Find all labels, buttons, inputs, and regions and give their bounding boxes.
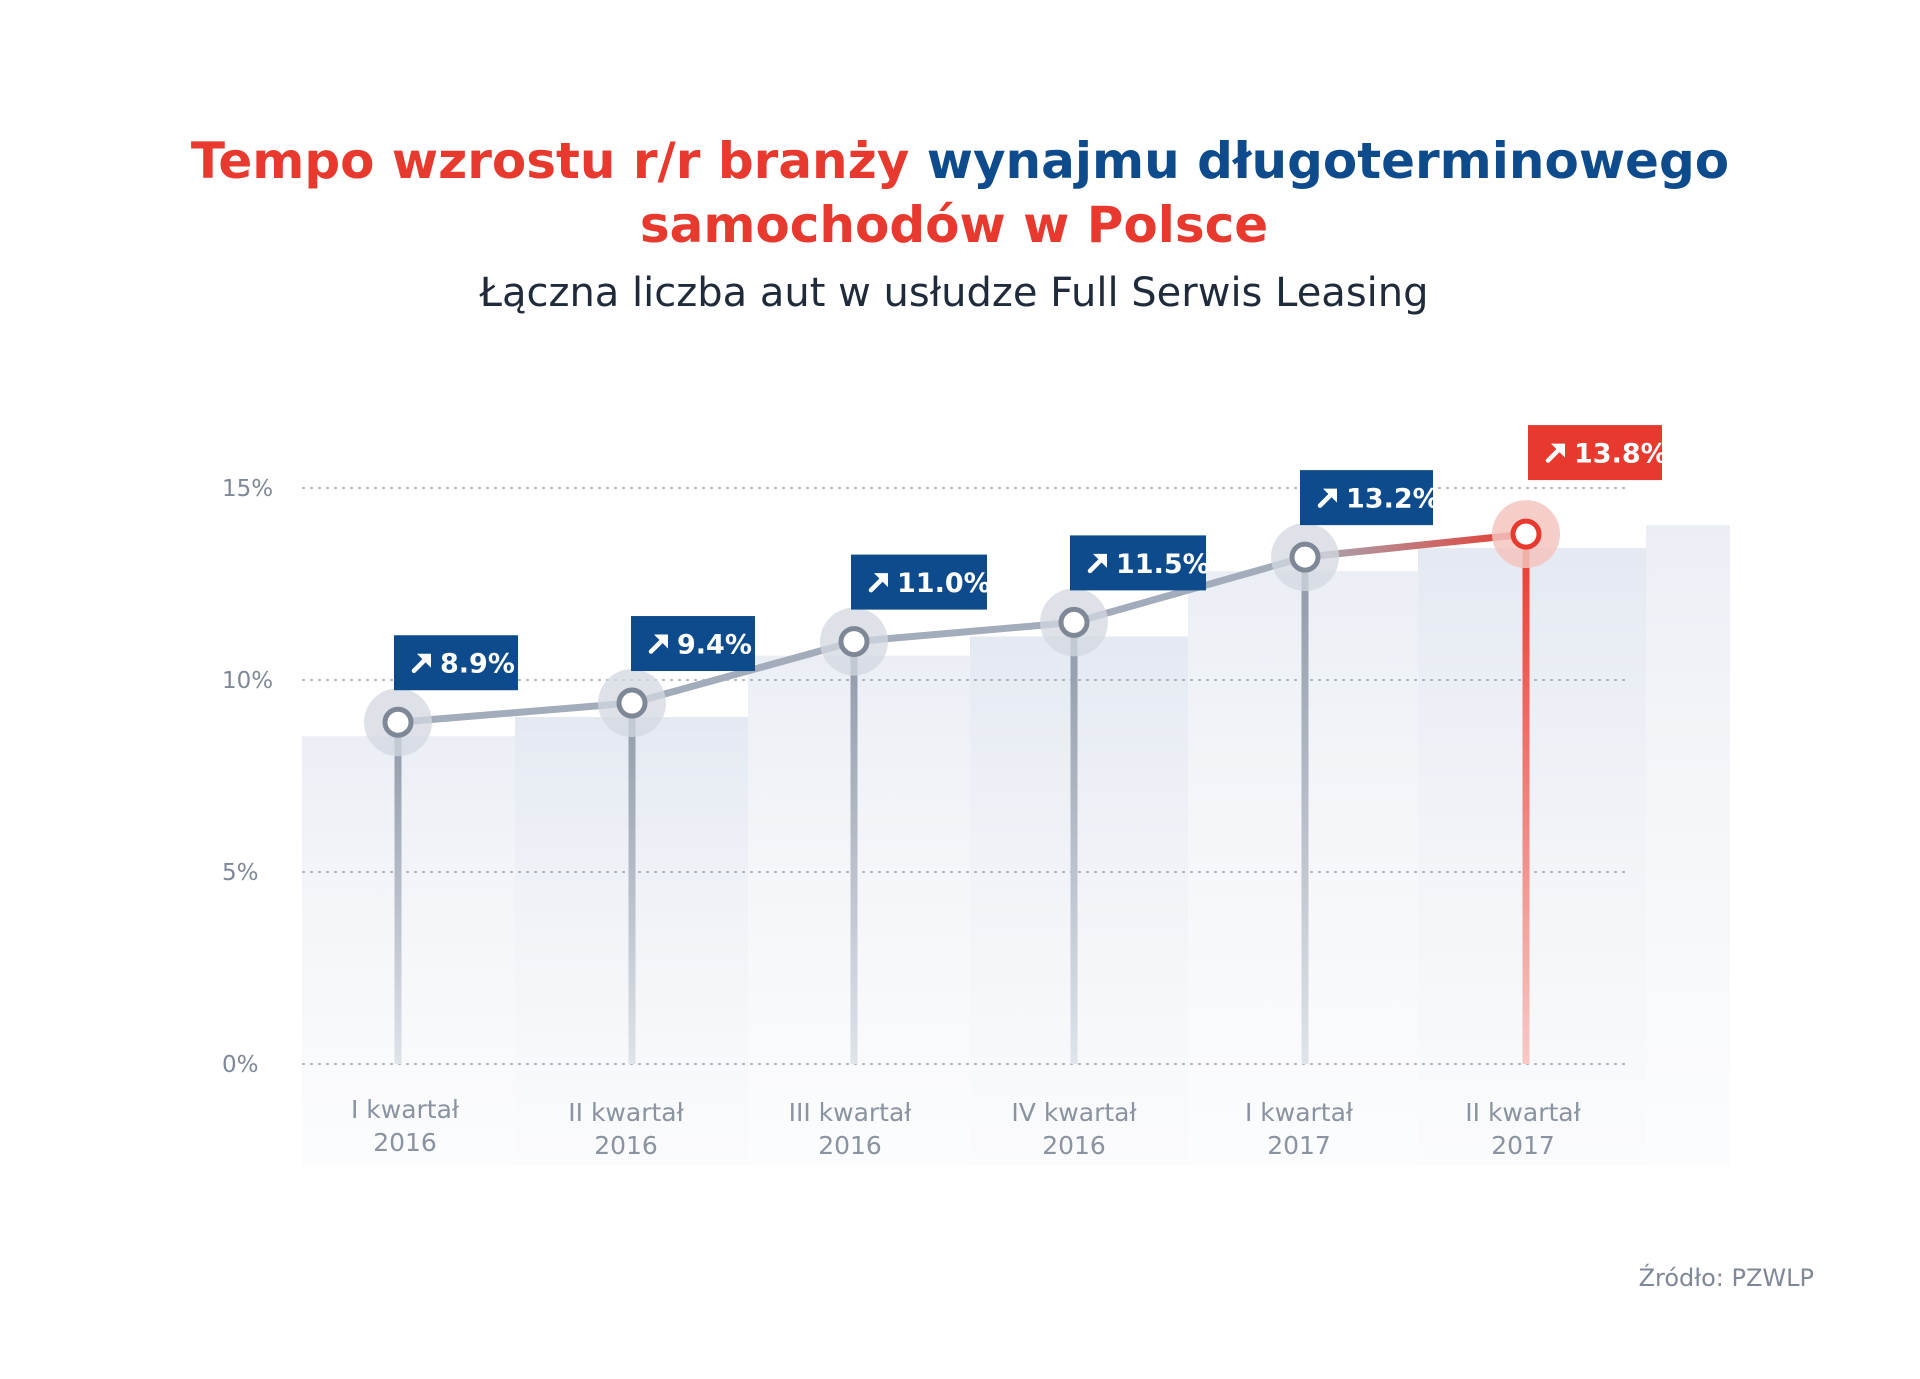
data-point-1 [364, 688, 432, 757]
x-tick-label-3: III kwartał 2016 [789, 1098, 913, 1160]
area-layer [302, 525, 1730, 1165]
badge-layer: 8.9% 9.4% 11.0% 11.5% 13.2% 13.8% [394, 425, 1668, 691]
x-tick-label-4: IV kwartał 2016 [1011, 1098, 1137, 1160]
area-column [1418, 548, 1646, 1165]
line-segment-3 [850, 618, 1078, 646]
title-part-blue: wynajmu długoterminowego [927, 132, 1729, 190]
value-badge-5: 13.2% [1300, 470, 1440, 526]
y-tick-label: 10% [222, 668, 273, 694]
stem-4 [1070, 622, 1078, 1064]
value-badge-1: 8.9% [394, 635, 518, 691]
stem-5 [1301, 557, 1309, 1064]
arrow-up-right-icon [411, 653, 431, 673]
x-tick-label-1: I kwartał 2016 [351, 1095, 460, 1157]
value-label-4: 11.5% [1116, 549, 1210, 580]
data-point-3 [820, 607, 888, 676]
point-layer [364, 500, 1560, 757]
value-label-2: 9.4% [677, 630, 752, 661]
area-column [748, 655, 970, 1165]
value-badge-3: 11.0% [851, 554, 991, 610]
data-point-4 [1040, 588, 1108, 657]
x-tick-label-6: II kwartał 2017 [1465, 1098, 1581, 1160]
y-tick-label: 0% [222, 1052, 259, 1078]
data-point-2 [598, 669, 666, 738]
x-tick-label-2: II kwartał 2016 [568, 1098, 684, 1160]
y-axis-ticks: 0% 5% 10% 15% [222, 476, 273, 1078]
arrow-up-right-icon [868, 573, 888, 593]
area-column [970, 636, 1188, 1165]
y-tick-label: 15% [222, 476, 273, 502]
value-badge-6: 13.8% [1528, 425, 1668, 481]
y-tick-label: 5% [222, 860, 259, 886]
value-badge-2: 9.4% [631, 616, 755, 672]
line-segment-5 [1301, 530, 1530, 561]
line-layer [394, 530, 1530, 726]
source-note: Źródło: PZWLP [1639, 1263, 1814, 1292]
value-label-6: 13.8% [1574, 439, 1668, 470]
value-label-5: 13.2% [1346, 484, 1440, 515]
line-segment-1 [394, 699, 636, 726]
value-badge-4: 11.5% [1070, 535, 1210, 591]
chart-subtitle: Łączna liczba aut w usłudze Full Serwis … [478, 270, 1428, 316]
stem-6 [1522, 534, 1530, 1064]
value-label-1: 8.9% [440, 649, 515, 680]
arrow-up-right-icon [1545, 443, 1565, 463]
title-part-red: Tempo wzrostu r/r branży [191, 132, 927, 190]
stem-layer [394, 534, 1530, 1064]
stem-3 [850, 641, 858, 1064]
stem-2 [628, 703, 636, 1064]
x-tick-label-5: I kwartał 2017 [1245, 1098, 1354, 1160]
chart-title-line2: samochodów w Polsce [640, 196, 1268, 254]
chart-title: Tempo wzrostu r/r branży wynajmu długote… [191, 132, 1729, 190]
arrow-up-right-icon [1087, 553, 1107, 574]
data-point-6 [1492, 500, 1560, 569]
line-segment-2 [628, 638, 858, 707]
area-column [302, 736, 515, 1165]
area-column [1646, 525, 1730, 1165]
arrow-up-right-icon [1317, 488, 1337, 508]
value-label-3: 11.0% [897, 568, 991, 599]
stem-1 [394, 722, 402, 1064]
arrow-up-right-icon [648, 634, 668, 654]
data-point-5 [1271, 523, 1339, 592]
x-axis-categories: I kwartał 2016 II kwartał 2016 III kwartał 20… [351, 1095, 1582, 1160]
